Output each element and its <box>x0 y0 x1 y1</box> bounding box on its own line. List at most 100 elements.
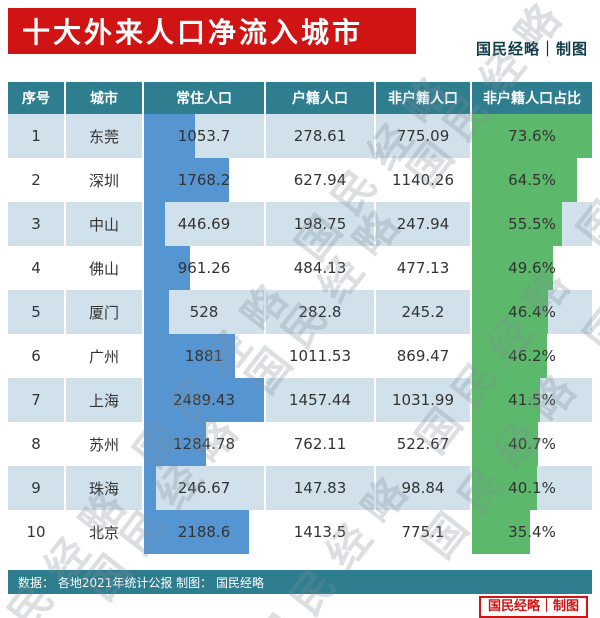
registered-cell: 1413.5 <box>266 510 376 554</box>
ratio-cell: 55.5% <box>472 202 592 246</box>
resident-value: 446.69 <box>177 215 231 233</box>
resident-value: 961.26 <box>177 259 231 277</box>
resident-value: 1053.7 <box>177 127 231 145</box>
header-cell-ratio: 非户籍人口占比 <box>472 82 592 114</box>
table-header-row: 序号 城市 常住人口 户籍人口 非户籍人口 非户籍人口占比 <box>8 82 592 114</box>
nonregistered-cell: 98.84 <box>376 466 472 510</box>
table-row: 5 厦门 528 282.8 245.2 46.4% <box>8 290 592 334</box>
registered-cell: 1011.53 <box>266 334 376 378</box>
table-body: 1 东莞 1053.7 278.61 775.09 73.6% 2 深圳 176… <box>8 114 592 554</box>
nonregistered-value: 477.13 <box>396 259 450 277</box>
ratio-bar <box>472 246 553 290</box>
table-row: 1 东莞 1053.7 278.61 775.09 73.6% <box>8 114 592 158</box>
ratio-value: 40.7% <box>508 435 556 453</box>
resident-bar <box>144 246 191 290</box>
ratio-value: 46.4% <box>508 303 556 321</box>
ratio-value: 41.5% <box>508 391 556 409</box>
registered-cell: 278.61 <box>266 114 376 158</box>
ratio-cell: 49.6% <box>472 246 592 290</box>
table-row: 10 北京 2188.6 1413.5 775.1 35.4% <box>8 510 592 554</box>
table-row: 2 深圳 1768.2 627.94 1140.26 64.5% <box>8 158 592 202</box>
page-title: 十大外来人口净流入城市 <box>22 16 364 49</box>
rank-cell: 6 <box>8 334 66 378</box>
registered-cell: 484.13 <box>266 246 376 290</box>
resident-bar <box>144 422 206 466</box>
registered-value: 1011.53 <box>288 347 352 365</box>
nonregistered-value: 775.09 <box>396 127 450 145</box>
resident-cell: 528 <box>144 290 266 334</box>
data-table: 序号 城市 常住人口 户籍人口 非户籍人口 非户籍人口占比 1 东莞 1053.… <box>8 82 592 554</box>
city-cell: 东莞 <box>66 114 144 158</box>
resident-cell: 1881 <box>144 334 266 378</box>
table-row: 3 中山 446.69 198.75 247.94 55.5% <box>8 202 592 246</box>
nonregistered-value: 1140.26 <box>391 171 455 189</box>
ratio-cell: 46.4% <box>472 290 592 334</box>
registered-cell: 1457.44 <box>266 378 376 422</box>
resident-value: 2489.43 <box>172 391 236 409</box>
nonregistered-cell: 1140.26 <box>376 158 472 202</box>
ratio-bar <box>472 510 530 554</box>
nonregistered-cell: 522.67 <box>376 422 472 466</box>
resident-cell: 2188.6 <box>144 510 266 554</box>
nonregistered-cell: 247.94 <box>376 202 472 246</box>
table-row: 8 苏州 1284.78 762.11 522.67 40.7% <box>8 422 592 466</box>
resident-bar <box>144 334 235 378</box>
ratio-cell: 41.5% <box>472 378 592 422</box>
table-row: 6 广州 1881 1011.53 869.47 46.2% <box>8 334 592 378</box>
ratio-value: 46.2% <box>508 347 556 365</box>
registered-value: 1413.5 <box>293 523 347 541</box>
table-row: 9 珠海 246.67 147.83 98.84 40.1% <box>8 466 592 510</box>
ratio-bar <box>472 378 540 422</box>
resident-cell: 1284.78 <box>144 422 266 466</box>
ratio-cell: 40.7% <box>472 422 592 466</box>
city-cell: 中山 <box>66 202 144 246</box>
nonregistered-cell: 477.13 <box>376 246 472 290</box>
nonregistered-value: 247.94 <box>396 215 450 233</box>
resident-value: 1768.2 <box>177 171 231 189</box>
resident-bar <box>144 158 230 202</box>
table-row: 4 佛山 961.26 484.13 477.13 49.6% <box>8 246 592 290</box>
resident-bar <box>144 114 195 158</box>
header-cell-rank: 序号 <box>8 82 66 114</box>
ratio-value: 40.1% <box>508 479 556 497</box>
registered-cell: 282.8 <box>266 290 376 334</box>
rank-cell: 3 <box>8 202 66 246</box>
ratio-value: 49.6% <box>508 259 556 277</box>
resident-value: 1284.78 <box>172 435 236 453</box>
nonregistered-value: 1031.99 <box>391 391 455 409</box>
footer-source-text: 数据： 各地2021年统计公报 制图： 国民经略 <box>18 575 264 590</box>
rank-cell: 2 <box>8 158 66 202</box>
registered-value: 484.13 <box>293 259 347 277</box>
registered-value: 1457.44 <box>288 391 352 409</box>
city-cell: 苏州 <box>66 422 144 466</box>
ratio-bar <box>472 422 539 466</box>
brand-bottom-text: 国民经略｜制图 <box>487 599 579 614</box>
rank-cell: 7 <box>8 378 66 422</box>
resident-value: 528 <box>189 303 219 321</box>
ratio-cell: 35.4% <box>472 510 592 554</box>
resident-cell: 446.69 <box>144 202 266 246</box>
header-cell-nonregistered: 非户籍人口 <box>376 82 472 114</box>
registered-cell: 198.75 <box>266 202 376 246</box>
registered-value: 627.94 <box>293 171 347 189</box>
city-cell: 深圳 <box>66 158 144 202</box>
resident-bar <box>144 466 156 510</box>
city-cell: 广州 <box>66 334 144 378</box>
brand-top-text: 国民经略｜制图 <box>475 40 588 58</box>
rank-cell: 4 <box>8 246 66 290</box>
resident-bar <box>144 290 170 334</box>
ratio-bar <box>472 334 548 378</box>
rank-cell: 5 <box>8 290 66 334</box>
registered-value: 762.11 <box>293 435 347 453</box>
ratio-bar <box>472 290 548 334</box>
title-banner: 十大外来人口净流入城市 <box>8 8 416 54</box>
nonregistered-cell: 245.2 <box>376 290 472 334</box>
ratio-value: 35.4% <box>508 523 556 541</box>
resident-cell: 2489.43 <box>144 378 266 422</box>
nonregistered-value: 245.2 <box>401 303 445 321</box>
ratio-cell: 73.6% <box>472 114 592 158</box>
resident-value: 1881 <box>184 347 224 365</box>
ratio-bar <box>472 202 563 246</box>
city-cell: 上海 <box>66 378 144 422</box>
